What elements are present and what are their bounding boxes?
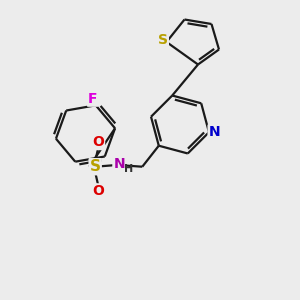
Text: F: F (88, 92, 98, 106)
Text: N: N (113, 157, 125, 171)
Text: N: N (208, 125, 220, 139)
Text: S: S (158, 34, 168, 47)
Text: H: H (124, 164, 134, 174)
Text: O: O (92, 184, 104, 198)
Text: O: O (92, 135, 104, 149)
Text: S: S (90, 159, 101, 174)
